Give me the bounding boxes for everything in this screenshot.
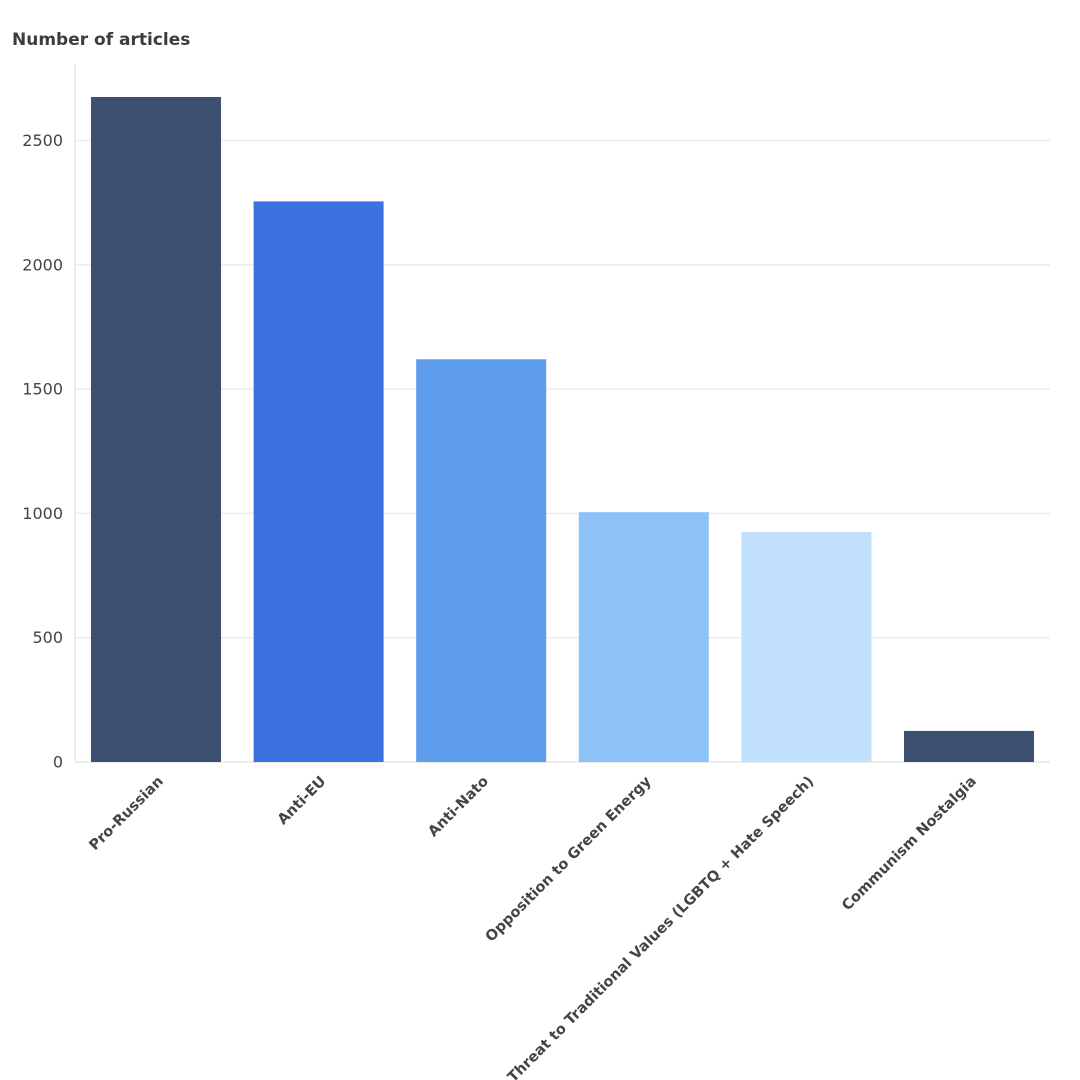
y-tick-label: 0	[53, 753, 63, 772]
y-tick-label: 1500	[22, 380, 63, 399]
bar[interactable]	[741, 532, 872, 762]
x-category-label: Anti-Nato	[425, 773, 492, 840]
bars	[91, 96, 1034, 763]
y-tick-label: 2000	[22, 255, 63, 274]
y-tick-label: 2500	[22, 131, 63, 150]
x-category-label: Communism Nostalgia	[839, 774, 980, 915]
y-tick-label: 500	[32, 628, 63, 647]
bar[interactable]	[253, 201, 384, 763]
bar[interactable]	[578, 512, 709, 762]
grid-lines	[74, 64, 1050, 763]
x-category-label: Anti-EU	[275, 774, 330, 829]
y-tick-label: 1000	[22, 504, 63, 523]
bar[interactable]	[416, 359, 547, 762]
y-axis-title: Number of articles	[12, 30, 190, 50]
bar[interactable]	[904, 730, 1034, 762]
x-category-label: Opposition to Green Energy	[483, 773, 655, 945]
bar[interactable]	[91, 96, 221, 763]
y-axis-ticks: 0 500 1000 1500 2000 2500	[22, 131, 63, 772]
x-category-label: Threat to Traditional Values (LGBTQ + Ha…	[505, 774, 817, 1080]
x-category-label: Pro-Russian	[87, 774, 167, 854]
